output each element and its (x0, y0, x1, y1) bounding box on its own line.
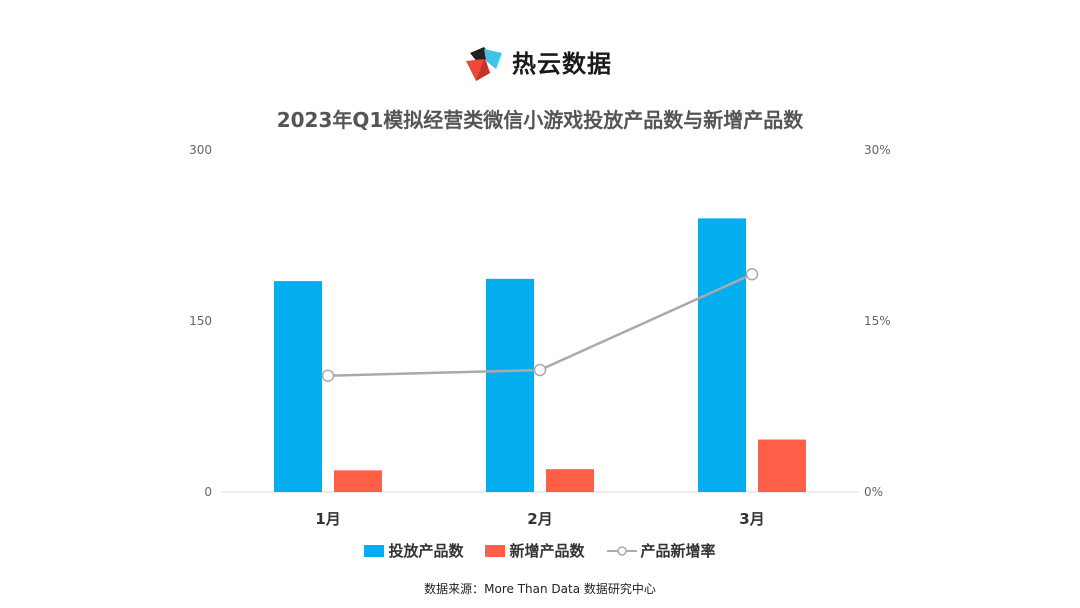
logo-icon (466, 47, 502, 81)
y-left-tick-label: 300 (189, 143, 212, 157)
line-series-rate (327, 273, 753, 377)
brand-name: 热云数据 (512, 49, 612, 78)
legend-swatch-series2 (485, 544, 506, 557)
bar-series2-3 (758, 439, 806, 492)
combo-chart: 0 150 300 0% 15% 30% 1月 2月 3月 (189, 143, 891, 528)
bar-series2-1 (334, 470, 382, 492)
legend: 投放产品数 新增产品数 产品新增率 (0, 540, 1080, 561)
legend-swatch-series1 (364, 544, 385, 557)
legend-label-line: 产品新增率 (640, 542, 716, 560)
legend-item-series2: 新增产品数 (485, 540, 585, 561)
x-tick-label: 2月 (527, 510, 552, 528)
line-point-1 (321, 369, 335, 382)
legend-item-line: 产品新增率 (606, 540, 716, 561)
line-point-3 (745, 268, 759, 281)
legend-item-series1: 投放产品数 (364, 540, 463, 561)
y-left-tick-label: 150 (189, 314, 212, 328)
legend-swatch-line (606, 545, 637, 556)
line-point-2 (533, 363, 547, 377)
y-left-tick-label: 0 (204, 485, 212, 499)
legend-label-series2: 新增产品数 (509, 542, 585, 560)
bar-series2-2 (546, 469, 594, 492)
y-right-tick-label: 30% (864, 143, 891, 157)
brand-logo: 热云数据 (462, 38, 612, 84)
bar-series1-3 (698, 218, 746, 492)
source-note: 数据来源：More Than Data 数据研究中心 (424, 582, 656, 596)
chart-title: 2023年Q1模拟经营类微信小游戏投放产品数与新增产品数 (276, 108, 804, 132)
y-right-tick-label: 15% (864, 314, 891, 328)
y-right-tick-label: 0% (864, 485, 883, 499)
bar-series1-2 (486, 278, 534, 492)
legend-label-series1: 投放产品数 (388, 542, 464, 560)
x-tick-label: 3月 (739, 510, 764, 528)
bar-series1-1 (274, 281, 322, 492)
x-tick-label: 1月 (315, 510, 340, 528)
